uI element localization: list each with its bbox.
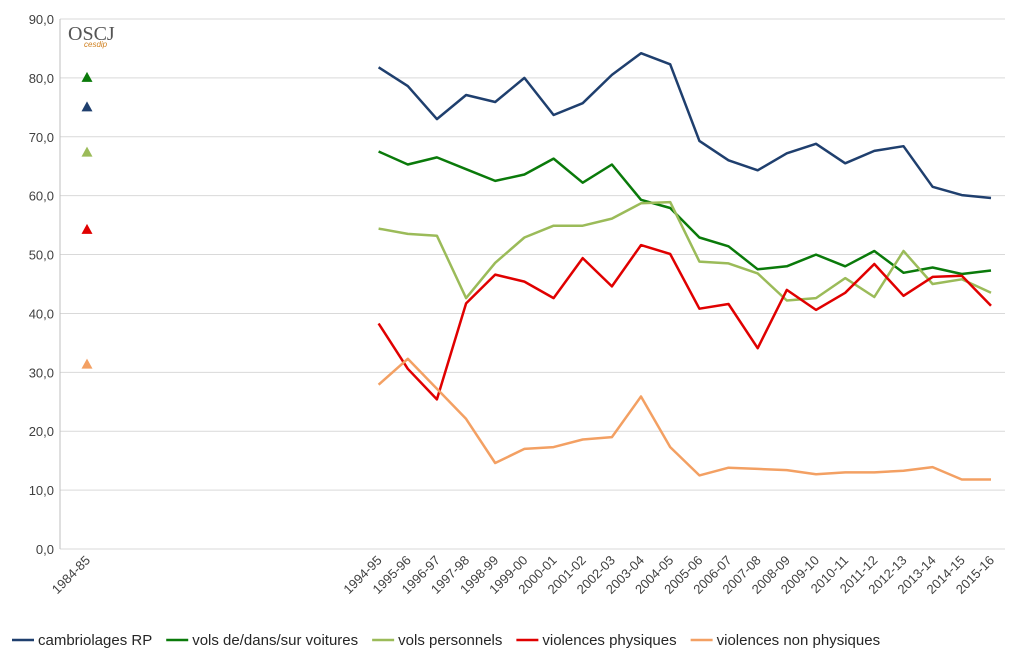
series-line bbox=[378, 200, 992, 302]
y-tick-label: 80,0 bbox=[29, 71, 54, 86]
point-marker bbox=[81, 223, 93, 234]
legend-label: violences physiques bbox=[542, 632, 676, 649]
point-marker bbox=[81, 358, 93, 369]
y-tick-label: 50,0 bbox=[29, 248, 54, 263]
legend-item: violences non physiques bbox=[690, 632, 880, 649]
y-tick-label: 90,0 bbox=[29, 12, 54, 27]
x-tick-label: 1984-85 bbox=[49, 553, 93, 597]
legend-item: violences physiques bbox=[516, 632, 677, 649]
series-line bbox=[378, 150, 992, 276]
logo-subtitle: cesdip bbox=[84, 40, 108, 49]
legend-item: vols de/dans/sur voitures bbox=[166, 632, 358, 649]
legend-item: cambriolages RP bbox=[12, 632, 152, 649]
point-marker bbox=[81, 146, 93, 157]
series-line bbox=[377, 357, 991, 481]
y-tick-label: 70,0 bbox=[29, 130, 54, 145]
series-line bbox=[377, 243, 992, 401]
y-tick-label: 30,0 bbox=[29, 365, 54, 380]
legend-label: cambriolages RP bbox=[38, 632, 152, 649]
logo-title: OSCJ bbox=[68, 23, 115, 45]
y-tick-label: 60,0 bbox=[29, 189, 54, 204]
legend-label: vols personnels bbox=[398, 632, 502, 649]
y-tick-label: 10,0 bbox=[29, 483, 54, 498]
legend-label: violences non physiques bbox=[717, 632, 880, 649]
y-tick-label: 0,0 bbox=[36, 542, 54, 557]
y-tick-label: 40,0 bbox=[29, 306, 54, 321]
y-tick-label: 20,0 bbox=[29, 424, 54, 439]
series-line bbox=[377, 51, 992, 200]
legend-item: vols personnels bbox=[372, 632, 502, 649]
point-marker bbox=[81, 101, 93, 112]
point-marker bbox=[81, 71, 93, 82]
legend-label: vols de/dans/sur voitures bbox=[192, 632, 358, 649]
